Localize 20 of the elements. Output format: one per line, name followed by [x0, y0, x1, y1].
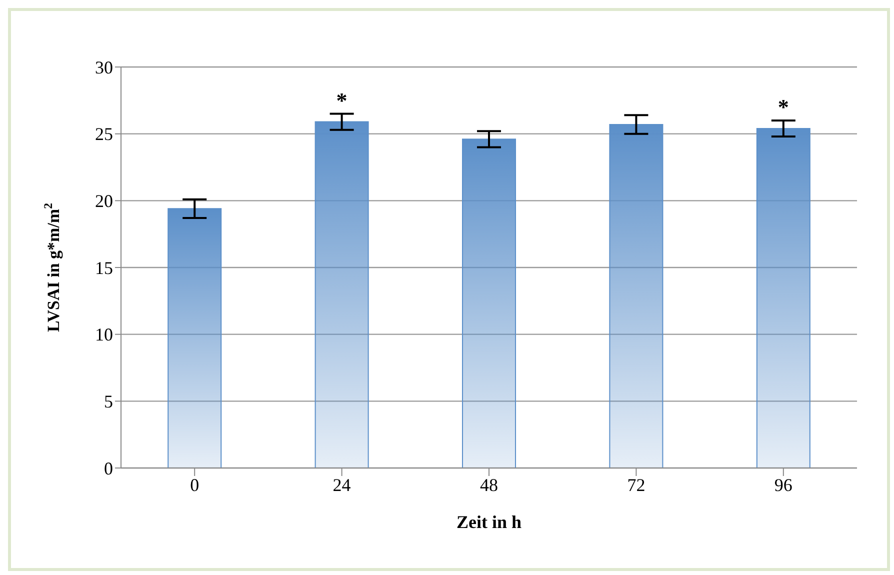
y-tick-label: 15 — [95, 258, 113, 278]
bar — [462, 138, 516, 468]
bar — [314, 121, 369, 468]
annotation: * — [778, 94, 789, 120]
bar — [609, 124, 664, 468]
x-tick-label: 96 — [774, 474, 792, 495]
bar — [168, 208, 222, 468]
x-axis-title: Zeit in h — [456, 512, 522, 532]
x-tick-label: 72 — [627, 474, 646, 495]
y-tick-label: 5 — [104, 392, 113, 412]
y-tick-label: 10 — [95, 324, 113, 345]
x-tick-label: 48 — [480, 474, 498, 495]
x-tick-label: 24 — [332, 474, 351, 495]
y-tick-label: 20 — [95, 191, 113, 212]
annotation: * — [336, 88, 348, 113]
y-tick-label: 0 — [104, 458, 113, 478]
y-tick-label: 25 — [95, 124, 113, 144]
bar — [756, 128, 810, 468]
x-tick-label: 0 — [190, 474, 200, 495]
y-tick-label: 30 — [95, 57, 113, 78]
